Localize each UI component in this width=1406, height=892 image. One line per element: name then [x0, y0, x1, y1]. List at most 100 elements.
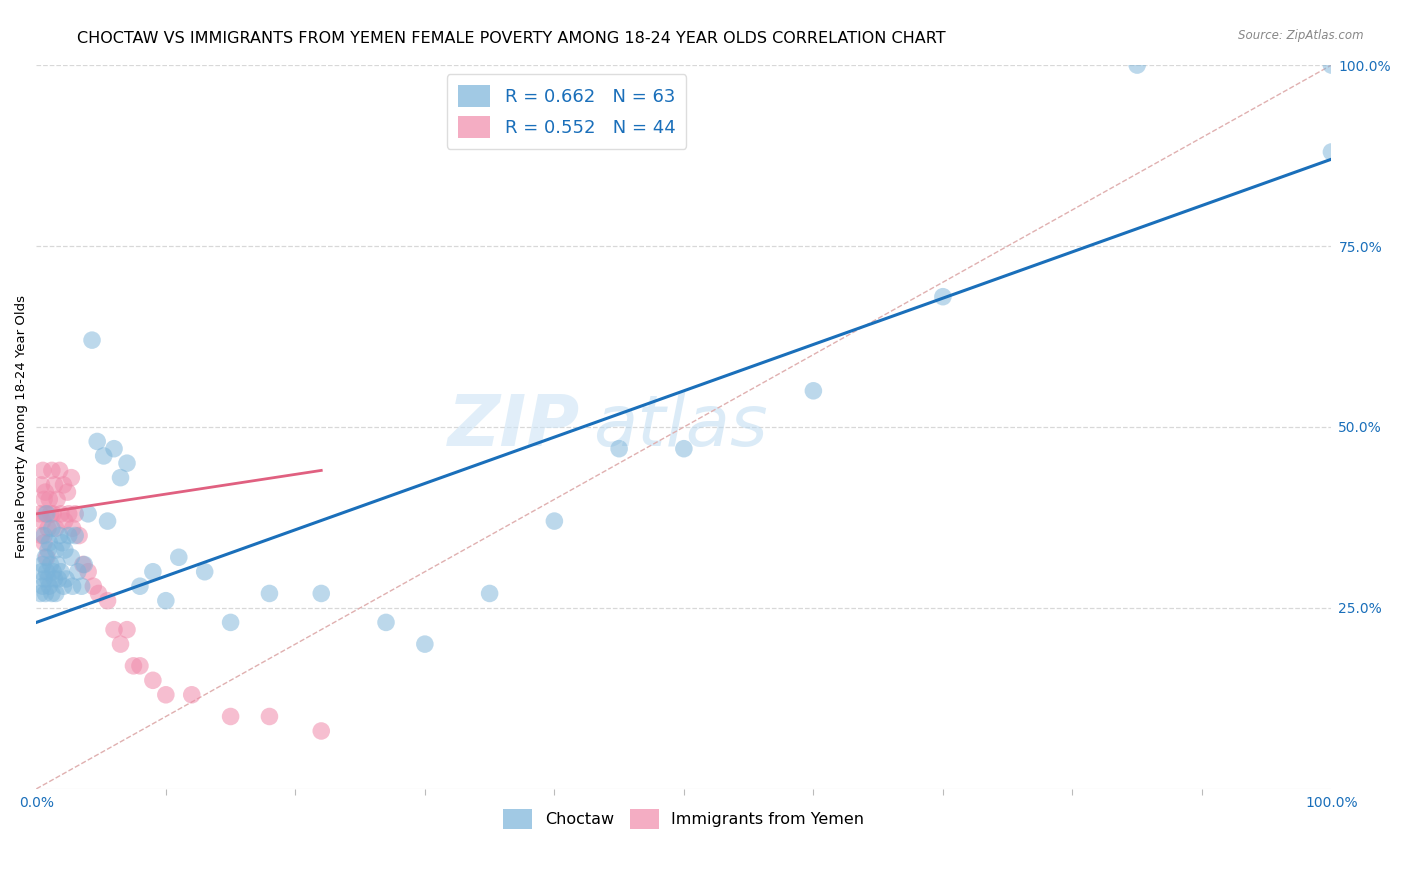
Point	[167, 550, 190, 565]
Point	[37, 521, 59, 535]
Point	[48, 463, 70, 477]
Point	[31, 463, 53, 477]
Point	[110, 637, 132, 651]
Point	[72, 558, 94, 572]
Point	[309, 723, 332, 738]
Point	[35, 507, 58, 521]
Point	[142, 673, 165, 688]
Point	[115, 623, 138, 637]
Point	[31, 565, 53, 579]
Point	[49, 565, 72, 579]
Point	[37, 543, 59, 558]
Point	[803, 384, 825, 398]
Point	[478, 586, 501, 600]
Point	[32, 536, 55, 550]
Point	[77, 507, 100, 521]
Point	[672, 442, 695, 456]
Point	[543, 514, 565, 528]
Point	[1320, 145, 1343, 159]
Point	[97, 514, 120, 528]
Point	[39, 558, 62, 572]
Point	[103, 623, 125, 637]
Point	[73, 558, 96, 572]
Text: atlas: atlas	[593, 392, 768, 461]
Point	[607, 442, 630, 456]
Point	[49, 507, 72, 521]
Text: CHOCTAW VS IMMIGRANTS FROM YEMEN FEMALE POVERTY AMONG 18-24 YEAR OLDS CORRELATIO: CHOCTAW VS IMMIGRANTS FROM YEMEN FEMALE …	[77, 31, 946, 46]
Point	[62, 579, 84, 593]
Point	[155, 688, 177, 702]
Point	[44, 478, 66, 492]
Point	[42, 565, 65, 579]
Point	[48, 572, 70, 586]
Point	[52, 478, 75, 492]
Point	[375, 615, 398, 630]
Point	[32, 528, 55, 542]
Point	[34, 550, 56, 565]
Point	[129, 658, 152, 673]
Point	[34, 586, 56, 600]
Legend: Choctaw, Immigrants from Yemen: Choctaw, Immigrants from Yemen	[496, 803, 870, 835]
Point	[1126, 58, 1149, 72]
Point	[51, 536, 73, 550]
Point	[63, 528, 86, 542]
Point	[31, 514, 53, 528]
Point	[97, 593, 120, 607]
Point	[38, 536, 60, 550]
Point	[87, 586, 110, 600]
Y-axis label: Female Poverty Among 18-24 Year Olds: Female Poverty Among 18-24 Year Olds	[15, 295, 28, 558]
Point	[63, 507, 86, 521]
Point	[66, 565, 89, 579]
Point	[41, 586, 63, 600]
Point	[48, 528, 70, 542]
Point	[932, 290, 955, 304]
Point	[42, 507, 65, 521]
Point	[413, 637, 436, 651]
Point	[115, 456, 138, 470]
Point	[155, 593, 177, 607]
Point	[80, 333, 103, 347]
Text: Source: ZipAtlas.com: Source: ZipAtlas.com	[1239, 29, 1364, 42]
Point	[58, 507, 80, 521]
Point	[52, 579, 75, 593]
Point	[60, 470, 83, 484]
Point	[30, 586, 52, 600]
Point	[55, 572, 77, 586]
Point	[77, 565, 100, 579]
Point	[41, 463, 63, 477]
Point	[219, 615, 242, 630]
Point	[70, 579, 93, 593]
Point	[31, 558, 53, 572]
Point	[56, 485, 79, 500]
Point	[60, 550, 83, 565]
Point	[35, 550, 58, 565]
Point	[86, 434, 108, 449]
Point	[103, 442, 125, 456]
Point	[30, 507, 52, 521]
Point	[34, 485, 56, 500]
Point	[46, 492, 69, 507]
Point	[110, 470, 132, 484]
Point	[31, 528, 53, 542]
Point	[31, 579, 53, 593]
Point	[45, 543, 67, 558]
Point	[58, 528, 80, 542]
Point	[35, 565, 58, 579]
Point	[34, 507, 56, 521]
Point	[38, 492, 60, 507]
Text: ZIP: ZIP	[449, 392, 581, 461]
Point	[45, 521, 67, 535]
Point	[32, 492, 55, 507]
Point	[259, 586, 281, 600]
Point	[41, 521, 63, 535]
Point	[194, 565, 217, 579]
Point	[44, 572, 66, 586]
Point	[259, 709, 281, 723]
Point	[142, 565, 165, 579]
Point	[38, 579, 60, 593]
Point	[53, 543, 76, 558]
Point	[1320, 58, 1343, 72]
Point	[309, 586, 332, 600]
Point	[31, 478, 53, 492]
Point	[37, 572, 59, 586]
